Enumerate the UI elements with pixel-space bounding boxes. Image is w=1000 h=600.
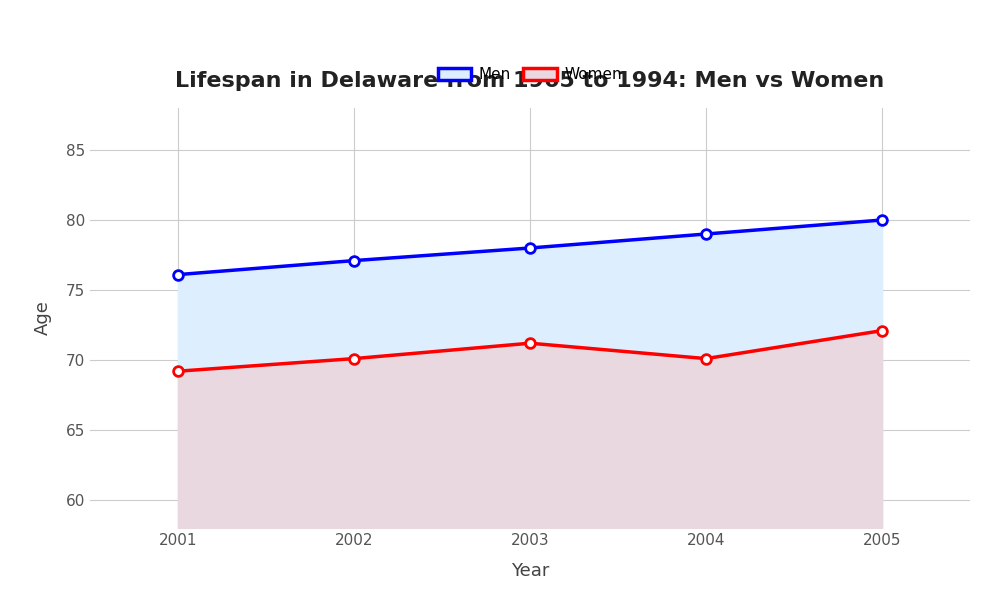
X-axis label: Year: Year — [511, 562, 549, 580]
Legend: Men, Women: Men, Women — [432, 61, 628, 88]
Y-axis label: Age: Age — [34, 301, 52, 335]
Title: Lifespan in Delaware from 1965 to 1994: Men vs Women: Lifespan in Delaware from 1965 to 1994: … — [175, 71, 885, 91]
